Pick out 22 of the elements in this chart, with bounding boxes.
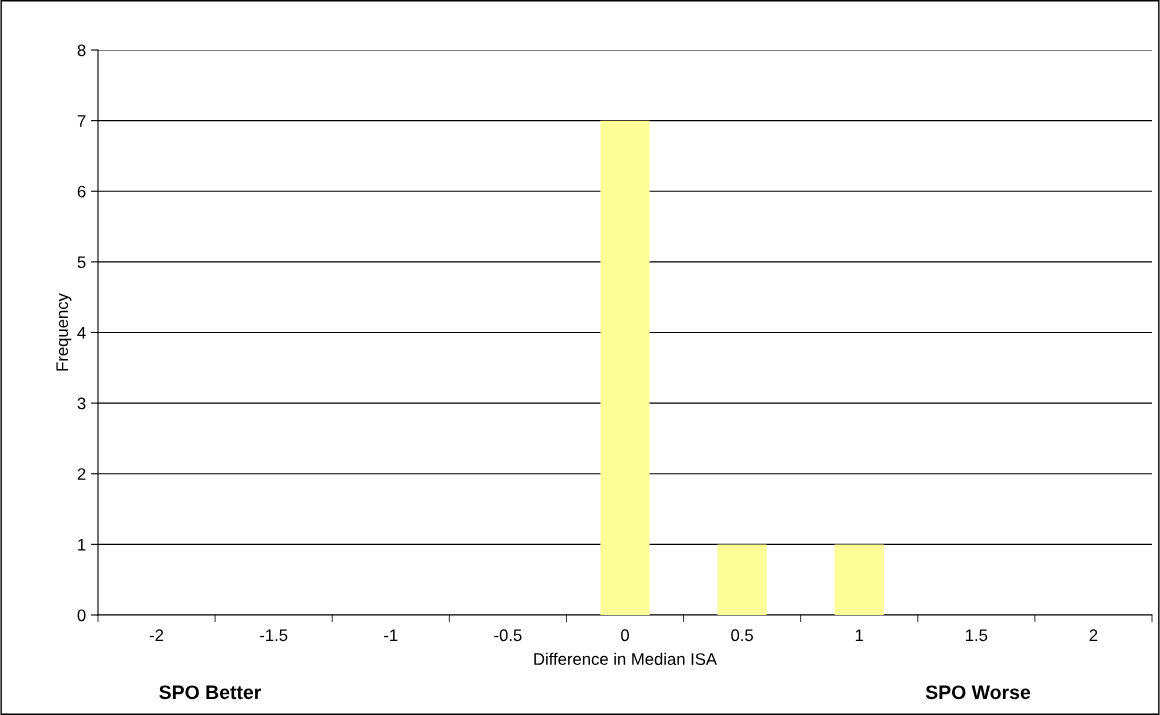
x-tick-label: 1: [855, 629, 864, 641]
x-tick-label: -0.5: [494, 629, 522, 642]
x-tick-label: 0: [621, 629, 629, 642]
y-tick-label: 2: [77, 468, 86, 480]
y-tick-label: 4: [77, 327, 86, 339]
x-axis-title: Difference in Median ISA: [534, 652, 717, 665]
x-tick-label: 0.5: [731, 629, 753, 642]
x-tick-label: -2: [149, 629, 164, 641]
text: SPO Better: [159, 685, 262, 700]
text: SPO Worse: [925, 685, 1031, 700]
x-tick-label: -1: [384, 629, 398, 641]
x-tick-label: -1.5: [260, 629, 288, 642]
y-tick-label: 1: [78, 538, 86, 551]
x-tick-label: 2: [1089, 629, 1098, 641]
y-tick-label: 5: [77, 256, 86, 269]
y-tick-label: 0: [77, 609, 86, 622]
y-tick-label: 8: [77, 44, 86, 57]
y-tick-label: 7: [77, 115, 86, 127]
y-tick-label: 6: [77, 185, 86, 198]
x-tick-label: 1.5: [966, 629, 988, 642]
y-tick-label: 3: [77, 397, 86, 410]
y-axis-title: Frequency: [56, 293, 72, 371]
